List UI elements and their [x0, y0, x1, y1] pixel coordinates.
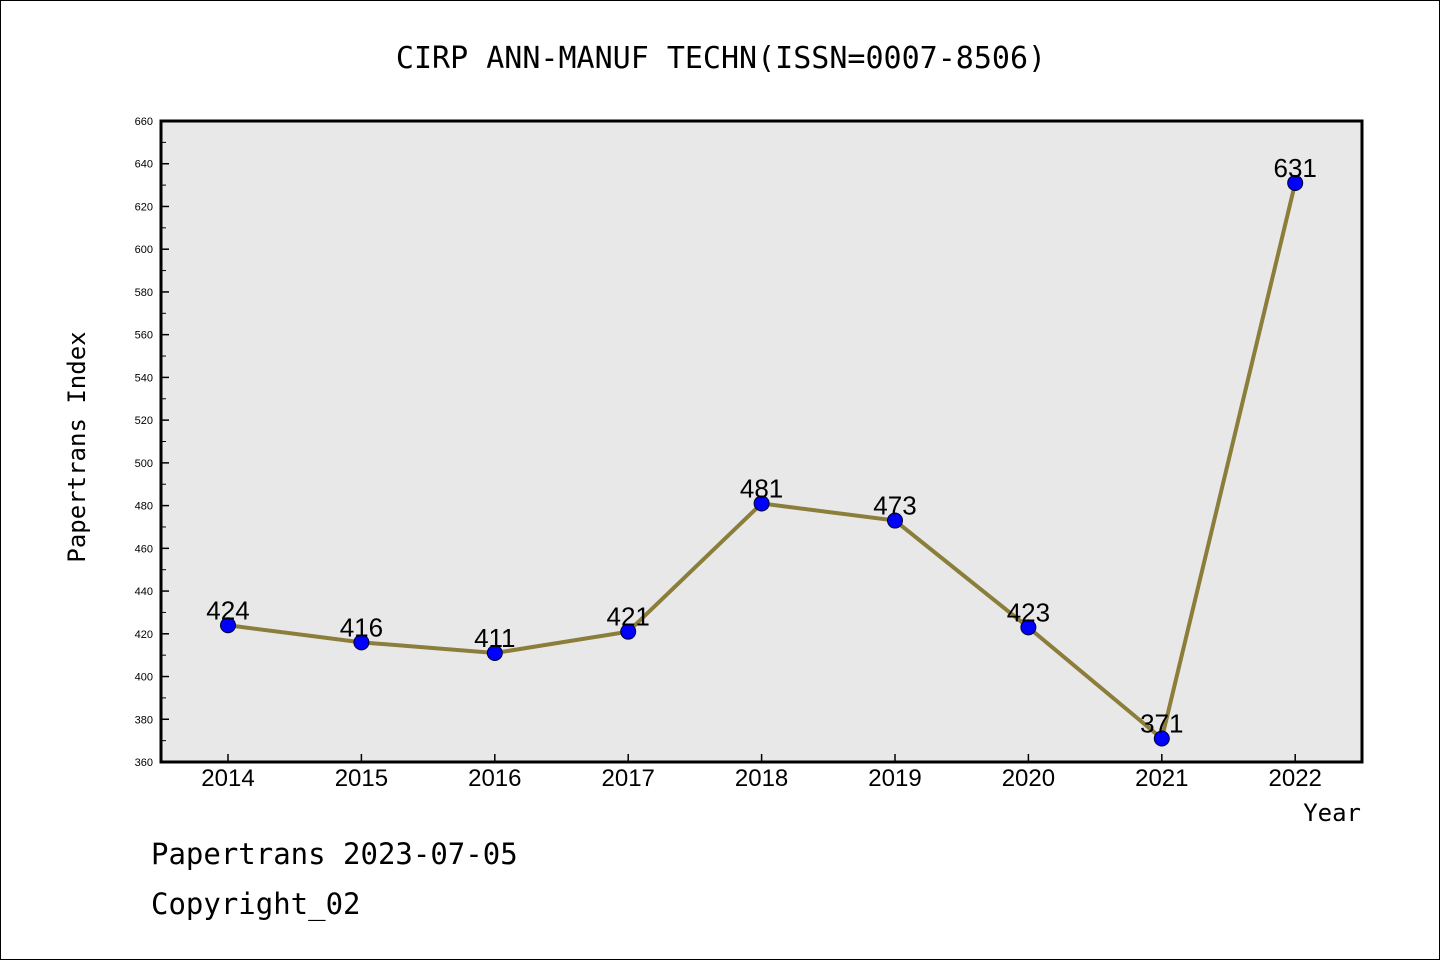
x-tick-label: 2019	[868, 765, 921, 792]
copyright-text: Copyright_02	[151, 887, 361, 921]
data-point	[220, 617, 236, 634]
data-label: 421	[607, 602, 650, 632]
y-axis: 360 380 400 420 440 460 480 500 520 540 560 580 600 6…	[135, 116, 169, 769]
x-tick-label: 2021	[1135, 765, 1188, 792]
data-label: 371	[1140, 708, 1183, 738]
data-label: 424	[206, 595, 249, 625]
data-label: 631	[1274, 153, 1317, 183]
y-tick-label: 480	[135, 501, 153, 513]
x-tick-label: 2017	[602, 765, 655, 792]
x-tick-label: 2022	[1269, 765, 1322, 792]
data-point	[887, 512, 903, 529]
y-tick-label: 460	[135, 543, 153, 555]
y-tick-label: 560	[135, 330, 153, 342]
y-tick-label: 440	[135, 586, 153, 598]
data-point	[353, 634, 370, 651]
y-tick-label: 500	[135, 458, 153, 470]
source-date-text: Papertrans 2023-07-05	[151, 837, 518, 871]
x-tick-label: 2016	[468, 765, 521, 792]
data-label: 481	[740, 473, 783, 503]
y-tick-label: 660	[135, 116, 153, 128]
data-label: 411	[474, 623, 515, 653]
y-tick-label: 640	[135, 159, 153, 171]
data-label: 416	[340, 612, 383, 642]
y-tick-label: 360	[135, 757, 153, 769]
plot-area	[159, 119, 1364, 764]
data-label: 473	[873, 491, 916, 521]
data-labels: 424 416 411 421 481 473 423 371 631	[206, 153, 1317, 739]
y-tick-label: 600	[135, 244, 153, 256]
chart-title: CIRP ANN-MANUF TECHN(ISSN=0007-8506)	[396, 41, 1046, 76]
y-tick-label: 620	[135, 201, 153, 213]
y-tick-label: 580	[135, 287, 153, 299]
y-tick-label: 420	[135, 629, 153, 641]
data-markers	[220, 174, 1304, 747]
y-axis-label: Papertrans Index	[63, 331, 91, 562]
y-tick-label: 400	[135, 672, 153, 684]
data-label: 423	[1007, 597, 1050, 627]
y-tick-label: 540	[135, 372, 153, 384]
x-tick-label: 2018	[735, 765, 788, 792]
x-tick-label: 2020	[1002, 765, 1055, 792]
data-point	[486, 645, 503, 662]
data-point	[620, 623, 637, 640]
y-tick-label: 520	[135, 415, 153, 427]
data-point	[1287, 174, 1304, 191]
x-tick-label: 2014	[201, 765, 254, 792]
data-point	[1153, 730, 1170, 747]
data-point	[1020, 619, 1037, 636]
x-axis: 2014 2015 2016 2017 2018 2019 2020 2021 2022	[201, 754, 1322, 792]
data-point	[753, 495, 770, 512]
x-tick-label: 2015	[335, 765, 388, 792]
x-axis-label: Year	[1303, 799, 1361, 827]
y-tick-label: 380	[135, 714, 153, 726]
